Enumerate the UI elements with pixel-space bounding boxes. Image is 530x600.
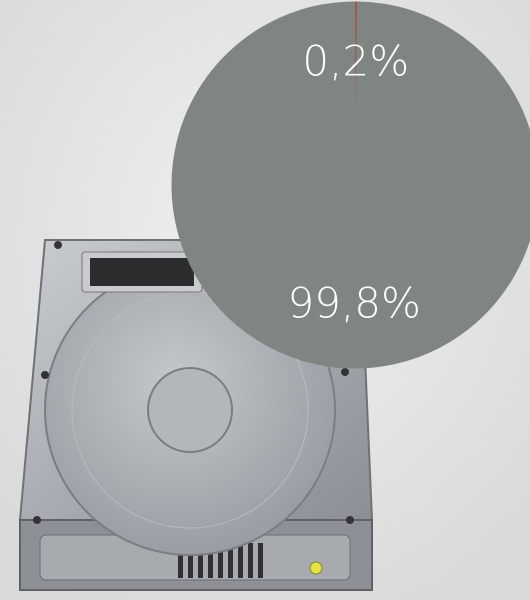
value-label: 99,8% xyxy=(288,278,421,327)
pie: 0,2% 99,8% xyxy=(171,1,530,369)
pie-slice xyxy=(171,1,530,369)
value-label: 0,2% xyxy=(302,37,409,86)
